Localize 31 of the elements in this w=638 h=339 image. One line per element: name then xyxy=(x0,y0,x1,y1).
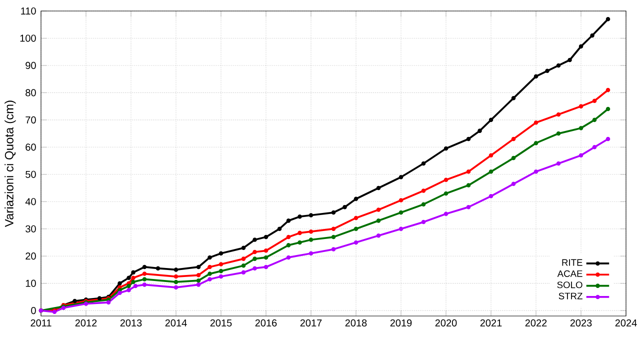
y-tick-label: 80 xyxy=(26,89,36,96)
x-tick-label: 2020 xyxy=(435,319,457,326)
y-tick-label: 50 xyxy=(26,170,36,178)
legend-label: ACAE xyxy=(557,270,582,277)
x-tick-label: 2019 xyxy=(390,319,412,326)
x-tick-label: 2024 xyxy=(615,319,637,326)
y-tick-label: 100 xyxy=(20,34,36,42)
y-axis-title: Variazioni ci Quota (cm) xyxy=(4,100,16,228)
x-tick-label: 2022 xyxy=(525,319,547,326)
x-tick-label: 2013 xyxy=(120,319,142,326)
legend-label: SOLO xyxy=(557,282,582,288)
y-tick-label: 10 xyxy=(26,280,36,287)
y-tick-label: 0 xyxy=(31,307,36,314)
x-tick-label: 2017 xyxy=(300,319,322,326)
x-tick-label: 2018 xyxy=(345,319,367,326)
y-tick-label: 70 xyxy=(26,116,36,124)
x-tick-label: 2014 xyxy=(165,319,187,326)
x-tick-label: 2015 xyxy=(210,319,232,326)
x-tick-label: 2016 xyxy=(255,319,277,326)
legend-label: RITE xyxy=(562,259,582,266)
x-tick-label: 2012 xyxy=(75,319,97,326)
y-tick-label: 90 xyxy=(26,62,36,70)
y-tick-label: 20 xyxy=(26,252,36,260)
legend-label: STRZ xyxy=(558,292,582,300)
x-tick-label: 2023 xyxy=(570,319,592,326)
y-tick-label: 40 xyxy=(25,198,36,206)
y-tick-label: 110 xyxy=(21,7,36,15)
y-tick-label: 30 xyxy=(26,225,36,232)
x-tick-label: 2011 xyxy=(30,319,52,326)
x-tick-label: 2021 xyxy=(480,319,502,326)
y-tick-label: 60 xyxy=(26,144,36,151)
